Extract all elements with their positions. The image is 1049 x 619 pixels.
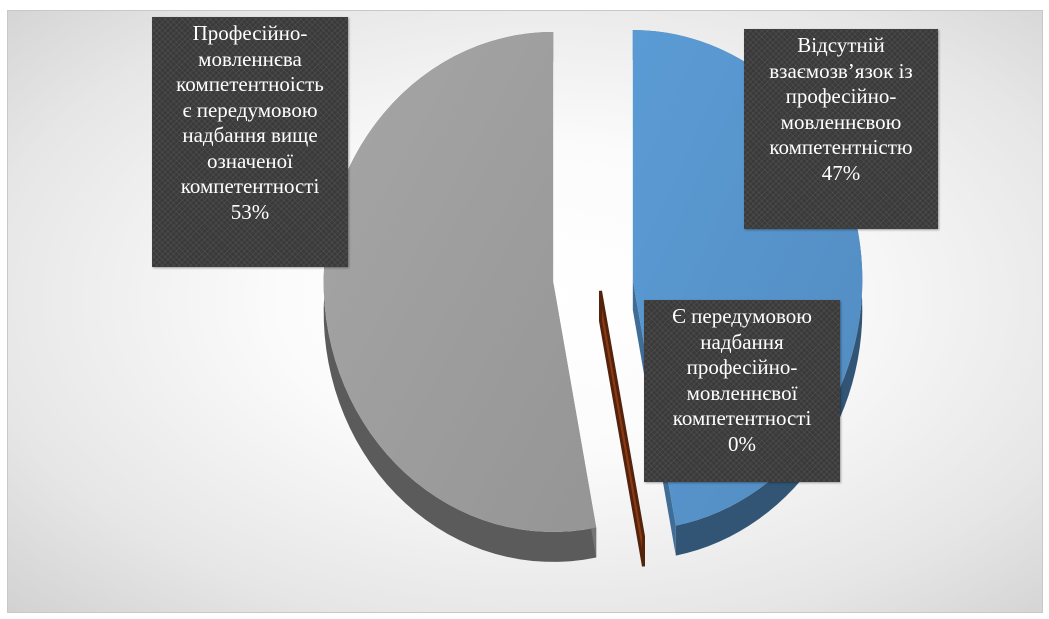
label-line: взаємозв’язок із [769,58,913,83]
data-label-0-percent: Є передумовою надбання професійно- мовле… [644,300,840,482]
label-percent: 47% [821,160,861,185]
label-line: компетентності [180,174,320,198]
label-percent: 0% [728,431,756,456]
chart-area: Професійно- мовленнєва компетентноість є… [7,10,1043,613]
label-line: Професійно- [192,21,308,45]
label-line: компетентності [672,406,812,430]
label-line: мовленнєвою [780,109,902,134]
label-line: означеної [207,148,293,173]
data-label-53-percent: Професійно- мовленнєва компетентноість є… [152,17,348,267]
pie-slice-zero-wall [598,290,645,567]
label-line: компетентністю [769,135,913,159]
label-percent: 53% [230,199,270,224]
label-line: компетентноість [176,72,324,96]
label-line: є передумовою [182,97,318,122]
label-line: професійно- [785,84,897,108]
pie-slice-2 [323,31,597,532]
label-line: надбання вище [182,123,318,147]
label-line: професійно- [686,355,798,379]
label-line: мовленнєвої [686,380,798,405]
label-line: Відсутній [797,33,885,57]
label-line: мовленнєва [198,46,302,71]
data-label-47-percent: Відсутній взаємозв’язок із професійно- м… [744,29,938,229]
label-line: Є передумовою [672,304,812,328]
label-line: надбання [700,329,784,354]
